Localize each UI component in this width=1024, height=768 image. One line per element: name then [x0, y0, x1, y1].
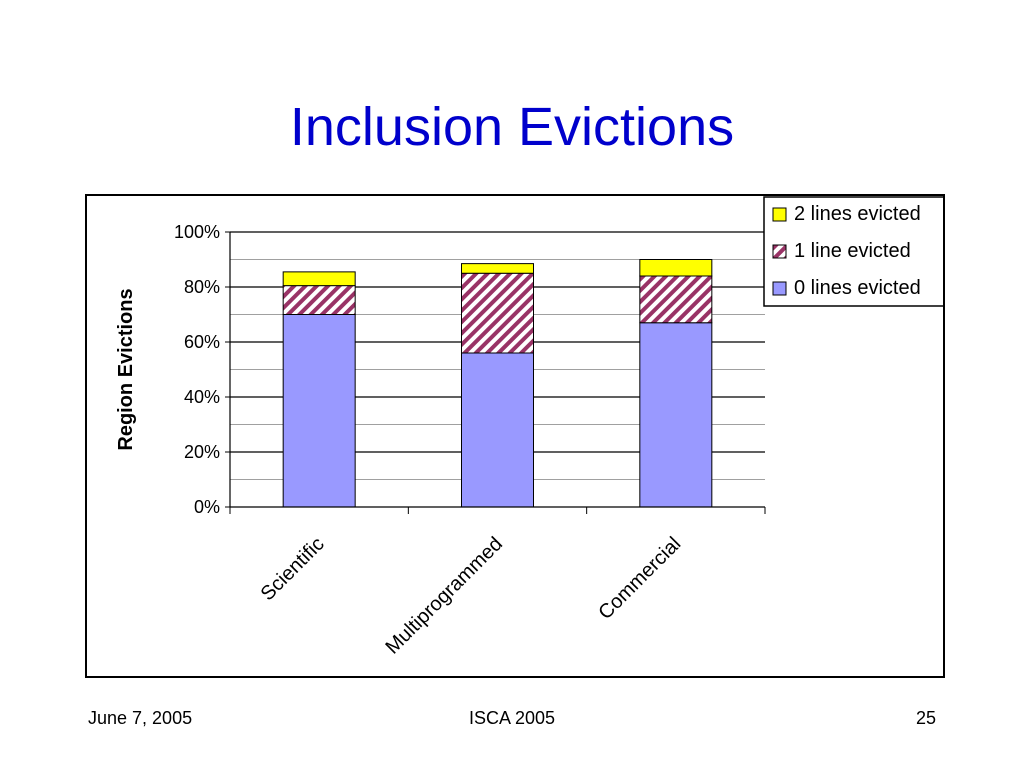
y-tick-label: 20% [184, 442, 220, 462]
chart-frame: 0% 20% 40% 60% 80% 100% Scientific Multiprogram… [85, 194, 945, 678]
footer-page-number: 25 [915, 708, 936, 728]
bar-segment-multiprogrammed-0 [461, 352, 534, 508]
x-category-label: Scientific [257, 533, 329, 605]
bar-segment-multiprogrammed-2 [461, 263, 534, 274]
bar-segment-scientific-2 [282, 271, 356, 287]
y-tick-label: 40% [184, 387, 220, 407]
bar-segment-multiprogrammed-1 [461, 272, 534, 354]
footer-conference: ISCA 2005 [468, 708, 556, 728]
y-tick-label: 100% [174, 222, 220, 242]
legend-swatch [772, 207, 787, 222]
legend-label: 1 line evicted [794, 240, 911, 262]
legend-label: 0 lines evicted [794, 277, 921, 299]
legend-swatch [772, 281, 787, 296]
bar-segment-commercial-1 [639, 275, 713, 324]
bars [282, 259, 713, 508]
bar-segment-scientific-0 [282, 314, 356, 508]
y-tick-label: 80% [184, 277, 220, 297]
y-axis-title: Region Evictions [115, 288, 137, 450]
legend-box [763, 196, 943, 307]
legend: 2 lines evicted 1 line evicted 0 lines evi… [763, 196, 943, 307]
bar-segment-commercial-0 [639, 322, 713, 508]
slide-title: Inclusion Evictions [289, 97, 735, 157]
x-category-label: Multiprogrammed [381, 533, 507, 659]
stacked-bar-chart: 0% 20% 40% 60% 80% 100% Scientific Multiprogram… [115, 196, 943, 659]
bar-segment-commercial-2 [639, 259, 713, 277]
x-category-label: Commercial [594, 533, 685, 624]
bar-segment-scientific-1 [282, 285, 356, 315]
legend-label: 2 lines evicted [794, 203, 921, 225]
footer-date: June 7, 2005 [88, 708, 193, 728]
y-tick-label: 0% [194, 497, 220, 517]
legend-swatch [772, 244, 787, 259]
y-tick-label: 60% [184, 332, 220, 352]
